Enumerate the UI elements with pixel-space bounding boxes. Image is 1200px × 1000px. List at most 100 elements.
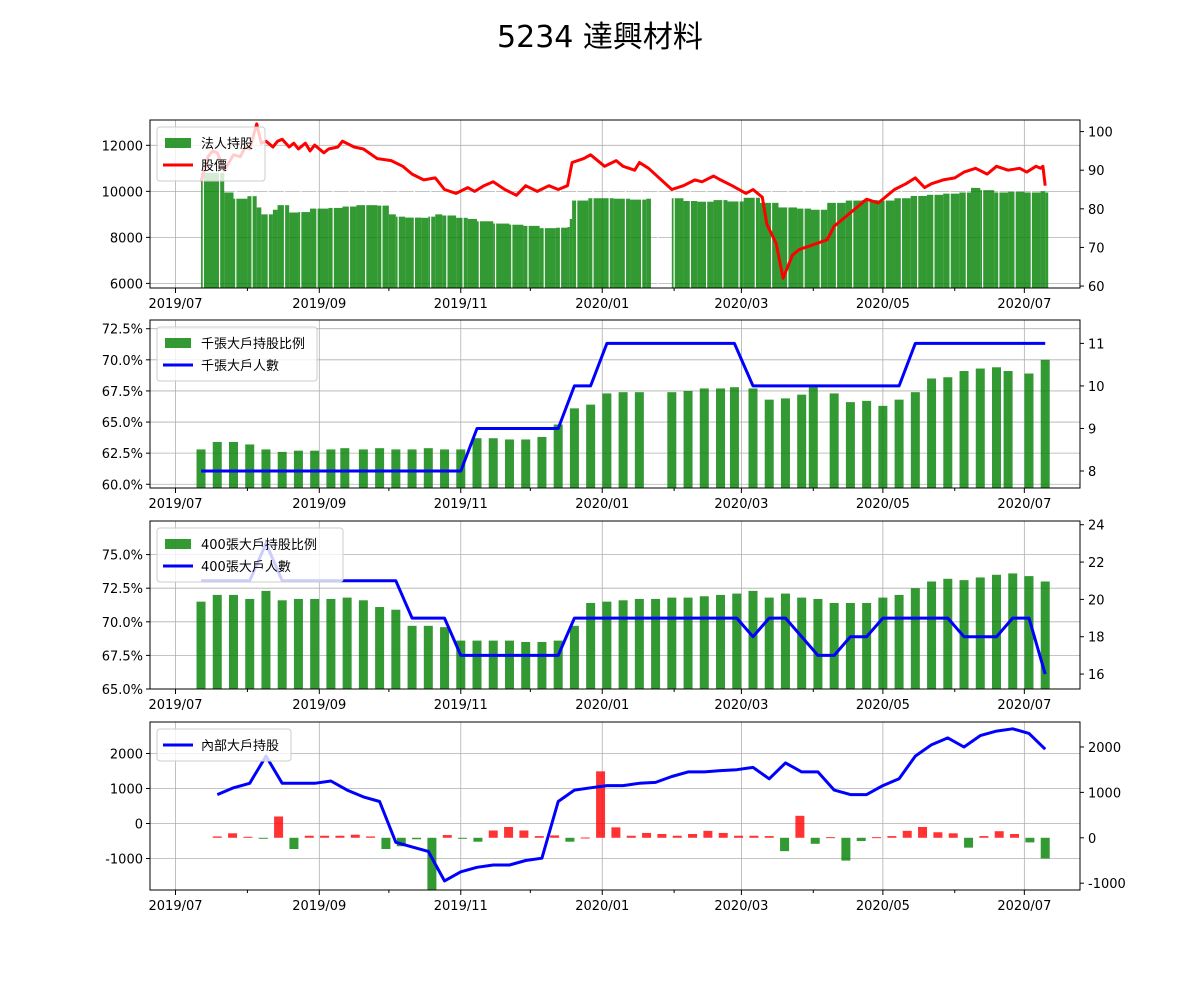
bar [224,192,234,288]
bar [391,609,401,689]
y2-tick-label: 24 [1088,519,1105,534]
bar [634,392,644,488]
bar [488,640,498,689]
x-tick-label: 2019/09 [292,497,346,512]
legend-box [156,326,318,382]
bar [245,598,255,689]
bar [440,449,450,488]
bar [861,200,879,288]
legend-swatch-bar [165,138,191,148]
bar [933,832,943,838]
bar [488,830,498,838]
bar [992,367,1002,488]
bar [405,217,422,288]
bar [646,198,651,288]
bar [442,215,457,288]
bar [688,834,698,838]
bar [618,392,628,488]
bar [553,640,563,689]
y-tick-label: 2000 [110,748,143,763]
bar [456,217,468,288]
bar [856,837,866,841]
bar [749,835,759,838]
bar [423,625,433,689]
bar [342,597,352,689]
bar [602,393,612,488]
bar [780,398,790,488]
bar [716,388,726,488]
y-tick-label: 10000 [102,185,143,200]
bar [335,835,345,838]
bar [841,837,851,861]
bar [975,577,985,689]
bar [407,625,417,689]
y2-tick-label: -1000 [1088,877,1126,892]
bar [289,212,299,288]
bar [764,597,774,689]
chart-panel-3: 65.0% 67.5% 70.0% 72.5% 75.0% 16 18 20 22 24 2019/… [102,519,1105,713]
bar [845,402,855,488]
bar-series-holdings [201,172,1049,288]
bar [504,439,514,488]
bar [509,224,524,288]
x-tick-label: 2020/03 [714,497,768,512]
bar [395,216,406,288]
bar [407,449,417,488]
bar [894,594,904,689]
bar [534,836,544,838]
legend-label: 股價 [201,159,227,174]
bar [1024,373,1034,488]
bar [918,827,928,838]
bar [943,377,953,488]
bar [396,837,406,847]
bar [473,837,483,842]
y2-tick-label: 2000 [1088,741,1121,756]
bar [477,221,494,288]
x-tick-label: 2020/07 [997,698,1051,713]
y-tick-label: 60.0% [102,478,143,493]
x-tick-label: 2019/09 [292,297,346,312]
plot-frame [149,520,1081,690]
x-tick-label: 2020/05 [856,497,910,512]
bar [521,641,531,689]
bar [611,827,621,838]
bar [277,600,287,689]
bar [626,835,636,838]
bar [764,399,774,488]
bar [845,602,855,689]
bar [748,388,758,488]
legend-label: 400張大戶持股比例 [201,538,317,553]
x-tick-label: 2020/01 [575,497,629,512]
bar [845,200,862,288]
bar [196,449,206,488]
x-tick-label: 2020/05 [856,899,910,914]
bar [657,834,667,838]
bar [340,448,350,488]
bar [699,596,709,689]
bar [391,449,401,488]
bar [1024,576,1034,689]
bar [258,837,268,839]
bar [289,837,299,850]
bar [440,627,450,689]
bar [565,837,575,842]
bar [328,207,343,288]
bar [256,207,262,288]
bar [196,601,206,689]
x-tick-label: 2020/01 [575,698,629,713]
bar [350,834,360,838]
bar [228,441,238,488]
bar-series-1000-ratio [196,359,1050,488]
legend: 內部大戶持股 [156,728,292,762]
bar [212,594,222,689]
bar [634,598,644,689]
bar [1040,837,1050,859]
x-tick-label: 2019/07 [149,698,203,713]
bar [1040,191,1046,288]
bar [979,836,989,838]
bar [569,218,573,288]
bar [277,205,290,288]
bar-series-insider-change [212,771,1050,890]
y-tick-label: 12000 [102,139,143,154]
